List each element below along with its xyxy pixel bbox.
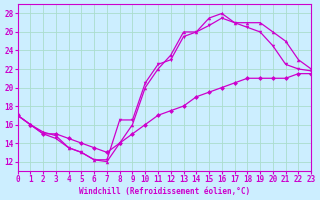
X-axis label: Windchill (Refroidissement éolien,°C): Windchill (Refroidissement éolien,°C) xyxy=(79,187,250,196)
